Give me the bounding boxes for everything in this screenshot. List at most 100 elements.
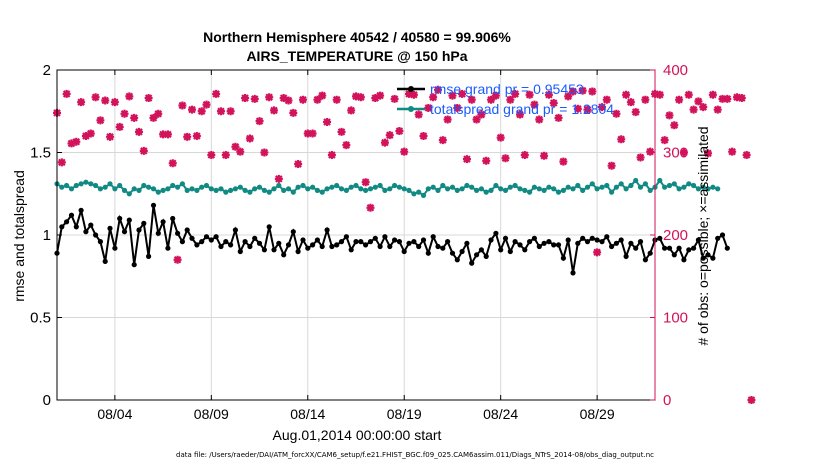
rmse-point (232, 227, 238, 233)
totalspread-point (604, 182, 610, 189)
totalspread-point (560, 187, 567, 193)
rmse-point (367, 239, 374, 245)
rmse-point (662, 245, 668, 251)
rmse-point (343, 234, 349, 240)
totalspread-point (228, 187, 234, 193)
totalspread-point (416, 189, 422, 195)
obs-point (597, 103, 606, 112)
obs-point (332, 95, 341, 104)
totalspread-point (546, 184, 552, 190)
obs-point (564, 92, 573, 101)
obs-point (361, 178, 370, 187)
obs-point (327, 150, 336, 159)
totalspread-point (493, 182, 499, 189)
rmse-point (474, 252, 480, 258)
rmse-point (642, 257, 649, 263)
rmse-point (266, 224, 272, 230)
data-file-caption: data file: /Users/raeder/DAI/ATM_forcXX/… (176, 451, 654, 459)
rmse-point (555, 242, 562, 248)
obs-point (159, 130, 168, 139)
obs-point (366, 203, 375, 212)
legend-marker (408, 86, 414, 92)
totalspread-point (430, 184, 436, 190)
totalspread-point (454, 187, 460, 193)
rmse-point (117, 215, 123, 222)
obs-point (588, 87, 597, 96)
series-rmse (54, 202, 730, 276)
rmse-point (136, 227, 142, 233)
rmse-point (112, 245, 118, 251)
rmse-point (425, 250, 431, 256)
obs-point (414, 110, 423, 119)
totalspread-point (179, 181, 185, 187)
obs-point (626, 98, 635, 107)
rmse-point (657, 235, 663, 241)
totalspread-point (261, 187, 267, 193)
rmse-point (276, 240, 282, 246)
totalspread-point (570, 186, 576, 192)
totalspread-point (305, 186, 311, 192)
totalspread-point (170, 182, 176, 189)
obs-point (641, 95, 650, 104)
rmse-point (189, 235, 195, 241)
totalspread-point (165, 186, 171, 192)
totalspread-point (266, 189, 272, 195)
rmse-point (584, 239, 591, 245)
totalspread-point (551, 186, 557, 192)
totalspread-point (372, 184, 378, 190)
rmse-point (671, 252, 677, 258)
rmse-point (691, 245, 697, 251)
rmse-point (715, 235, 721, 241)
chart: Northern Hemisphere 40542 / 40580 = 99.9… (11, 29, 756, 443)
totalspread-point (411, 191, 417, 197)
rmse-point (377, 243, 383, 250)
totalspread-point (338, 186, 345, 192)
totalspread-point (64, 182, 70, 189)
rmse-point (498, 247, 504, 253)
totalspread-point (700, 184, 706, 190)
totalspread-point (213, 187, 219, 193)
obs-point (747, 396, 756, 404)
totalspread-point (565, 184, 571, 190)
totalspread-point (613, 184, 620, 190)
rmse-point (372, 235, 378, 241)
rmse-point (416, 243, 422, 250)
obs-point (684, 90, 693, 99)
rmse-point (469, 260, 475, 266)
totalspread-point (589, 181, 595, 187)
rmse-point (213, 234, 219, 240)
obs-point (728, 147, 737, 156)
obs-point (67, 139, 76, 148)
obs-point (525, 90, 534, 99)
rmse-point (165, 245, 171, 251)
obs-point (241, 94, 250, 103)
obs-point (77, 98, 86, 107)
rmse-point (93, 232, 99, 238)
axes: 08/04 08/09 08/14 08/19 08/24 08/2900.511.520… (30, 62, 688, 422)
totalspread-point (329, 184, 335, 190)
obs-point (385, 131, 394, 140)
totalspread-point (392, 182, 398, 189)
rmse-point (285, 242, 292, 248)
totalspread-point (78, 181, 84, 187)
rmse-point (392, 237, 398, 243)
totalspread-point (474, 187, 480, 193)
rmse-point (705, 252, 711, 258)
totalspread-point (126, 191, 132, 197)
obs-point (62, 89, 71, 98)
rmse-point (647, 250, 653, 256)
obs-point (130, 113, 139, 122)
obs-point (472, 115, 481, 124)
obs-point (231, 142, 240, 151)
obs-point (467, 95, 476, 104)
obs-point (573, 104, 582, 113)
obs-point (81, 132, 90, 140)
rmse-point (411, 239, 417, 245)
rmse-point (541, 240, 547, 246)
totalspread-point (536, 186, 542, 192)
rmse-point (107, 225, 113, 231)
obs-point (245, 134, 254, 143)
obs-point (226, 107, 235, 116)
obs-point (737, 94, 746, 103)
rmse-point (295, 248, 301, 255)
